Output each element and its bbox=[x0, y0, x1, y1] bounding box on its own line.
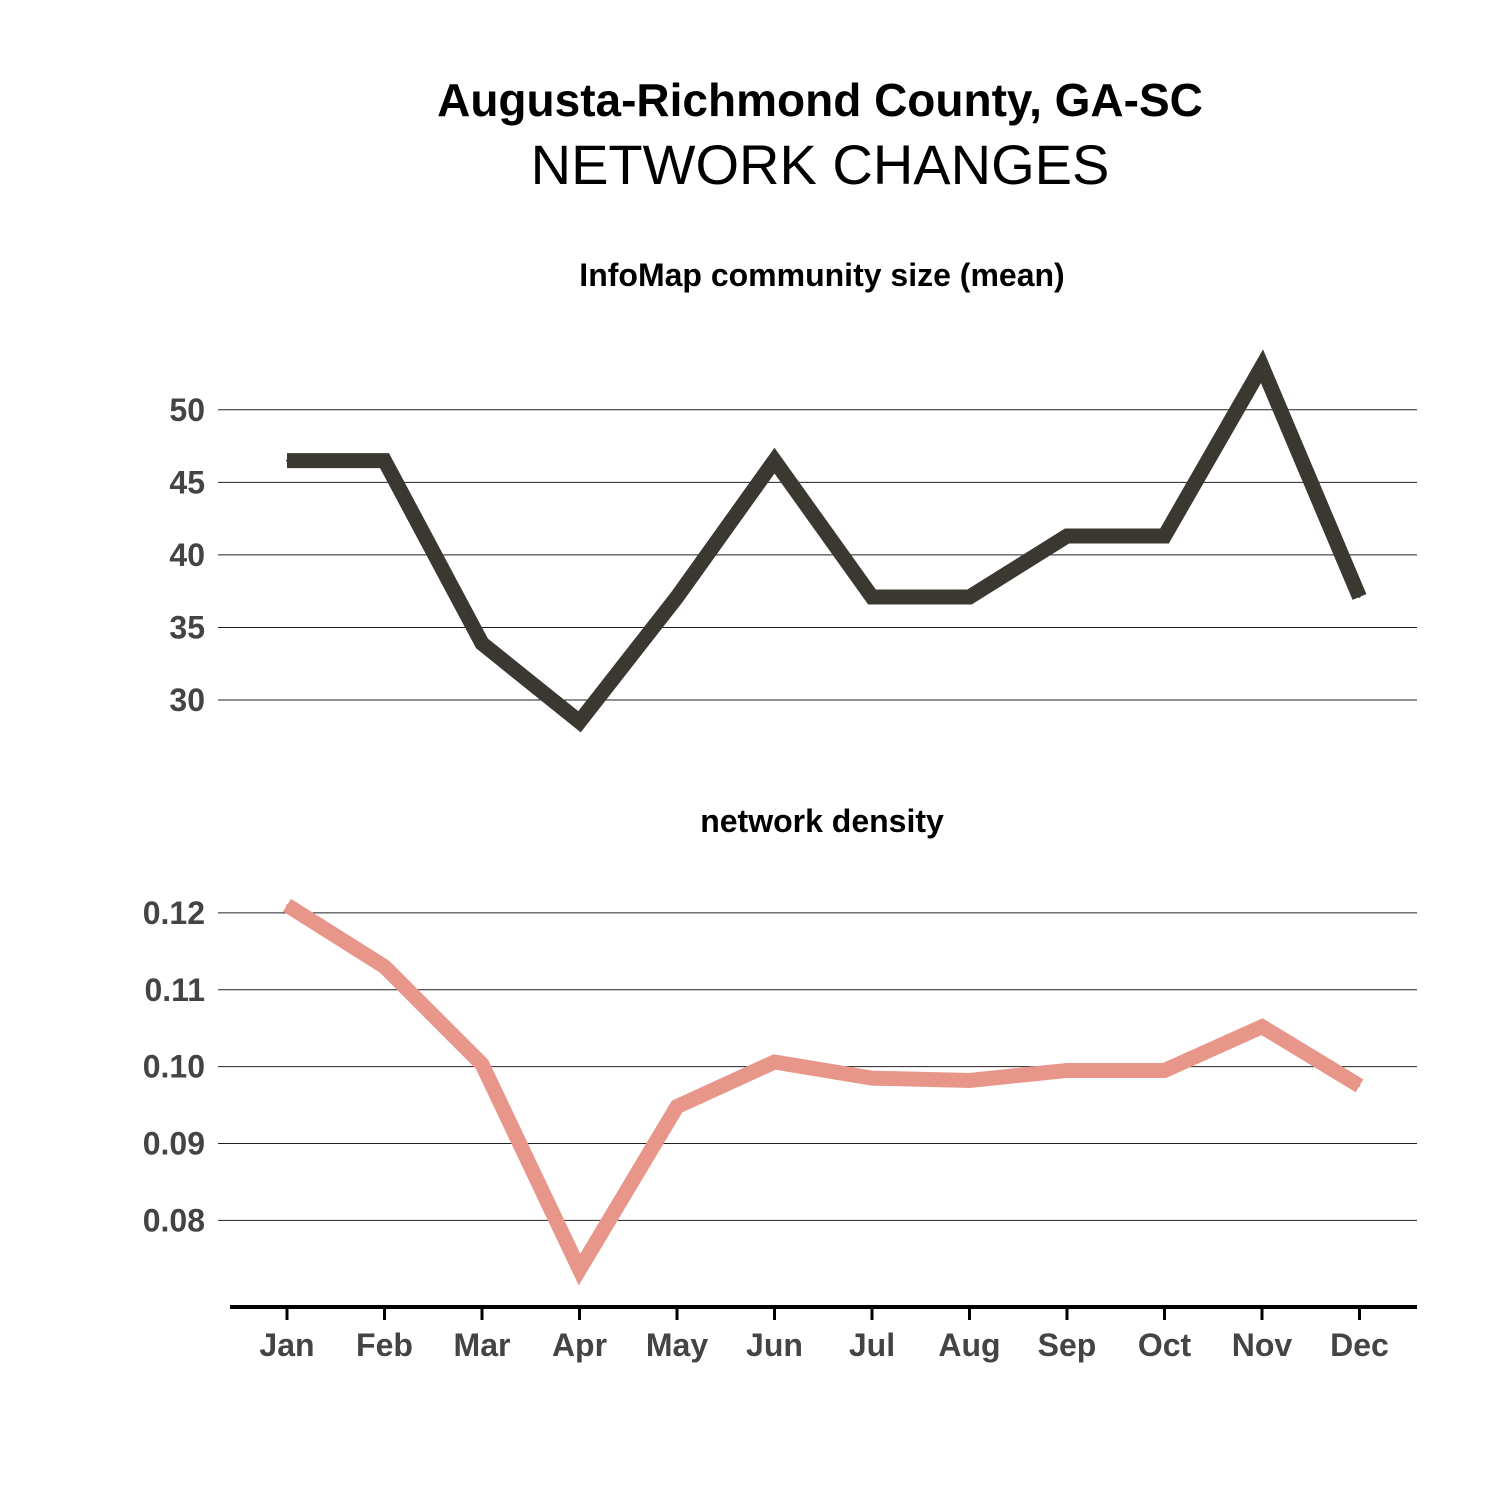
x-tick-label: Jun bbox=[746, 1327, 803, 1363]
y-tick-label: 30 bbox=[169, 682, 205, 718]
data-point bbox=[676, 595, 678, 598]
data-point bbox=[578, 1268, 581, 1271]
data-point bbox=[1163, 535, 1166, 538]
chart-subtitle: NETWORK CHANGES bbox=[530, 133, 1110, 196]
data-point bbox=[1358, 595, 1361, 598]
y-tick-label: 0.10 bbox=[143, 1049, 205, 1085]
data-point bbox=[578, 720, 581, 723]
data-point bbox=[1358, 1084, 1361, 1087]
data-point bbox=[286, 459, 288, 462]
y-tick-label: 40 bbox=[169, 537, 205, 573]
x-tick-label: Feb bbox=[356, 1327, 413, 1363]
data-point bbox=[1163, 1069, 1166, 1072]
x-tick-label: May bbox=[646, 1327, 708, 1363]
data-point bbox=[1066, 535, 1068, 538]
y-tick-label: 50 bbox=[169, 392, 205, 428]
data-point bbox=[871, 595, 873, 598]
x-tick-label: Dec bbox=[1330, 1327, 1389, 1363]
chart-header: Augusta-Richmond County, GA-SC NETWORK C… bbox=[0, 70, 1500, 200]
series-line-network-density bbox=[282, 898, 1364, 1286]
data-point bbox=[1261, 1025, 1263, 1028]
data-point bbox=[968, 1079, 971, 1082]
x-tick-label: Jan bbox=[259, 1327, 314, 1363]
x-tick-label: Jul bbox=[849, 1327, 895, 1363]
x-tick-label: Nov bbox=[1232, 1327, 1293, 1363]
x-tick-label: Mar bbox=[454, 1327, 511, 1363]
series-line-community-size bbox=[287, 349, 1367, 733]
data-point bbox=[1066, 1069, 1068, 1072]
data-point bbox=[676, 1105, 678, 1108]
data-point bbox=[1261, 365, 1263, 368]
data-point bbox=[383, 459, 386, 462]
panel-title-community-size: InfoMap community size (mean) bbox=[579, 257, 1064, 293]
y-tick-label: 0.11 bbox=[144, 972, 205, 1008]
data-point bbox=[286, 904, 288, 907]
chart-title: Augusta-Richmond County, GA-SC bbox=[437, 74, 1203, 126]
y-tick-label: 0.09 bbox=[143, 1125, 205, 1161]
x-tick-label: Aug bbox=[938, 1327, 1000, 1363]
x-tick-label: Oct bbox=[1138, 1327, 1192, 1363]
x-tick-label: Apr bbox=[552, 1327, 607, 1363]
data-point bbox=[871, 1077, 873, 1080]
panel-community-size: InfoMap community size (mean) 30 35 40 45 50 bbox=[169, 257, 1417, 733]
y-tick-label: 45 bbox=[169, 464, 205, 500]
panel-network-density: network density 0.08 0.09 0.10 0.11 0.12 bbox=[143, 803, 1417, 1286]
y-tick-label: 35 bbox=[169, 609, 205, 645]
data-point bbox=[481, 642, 483, 645]
data-point bbox=[773, 1061, 776, 1064]
y-tick-label: 0.12 bbox=[143, 895, 205, 931]
data-point bbox=[773, 459, 776, 462]
x-axis: Jan Feb Mar Apr May Jun Jul Aug Sep Oct Nov Dec bbox=[230, 1305, 1417, 1363]
x-tick-label: Sep bbox=[1038, 1327, 1097, 1363]
data-point bbox=[481, 1063, 483, 1066]
data-point bbox=[968, 595, 971, 598]
y-tick-label: 0.08 bbox=[143, 1202, 205, 1238]
panel-title-network-density: network density bbox=[700, 803, 944, 839]
data-point bbox=[383, 965, 386, 968]
